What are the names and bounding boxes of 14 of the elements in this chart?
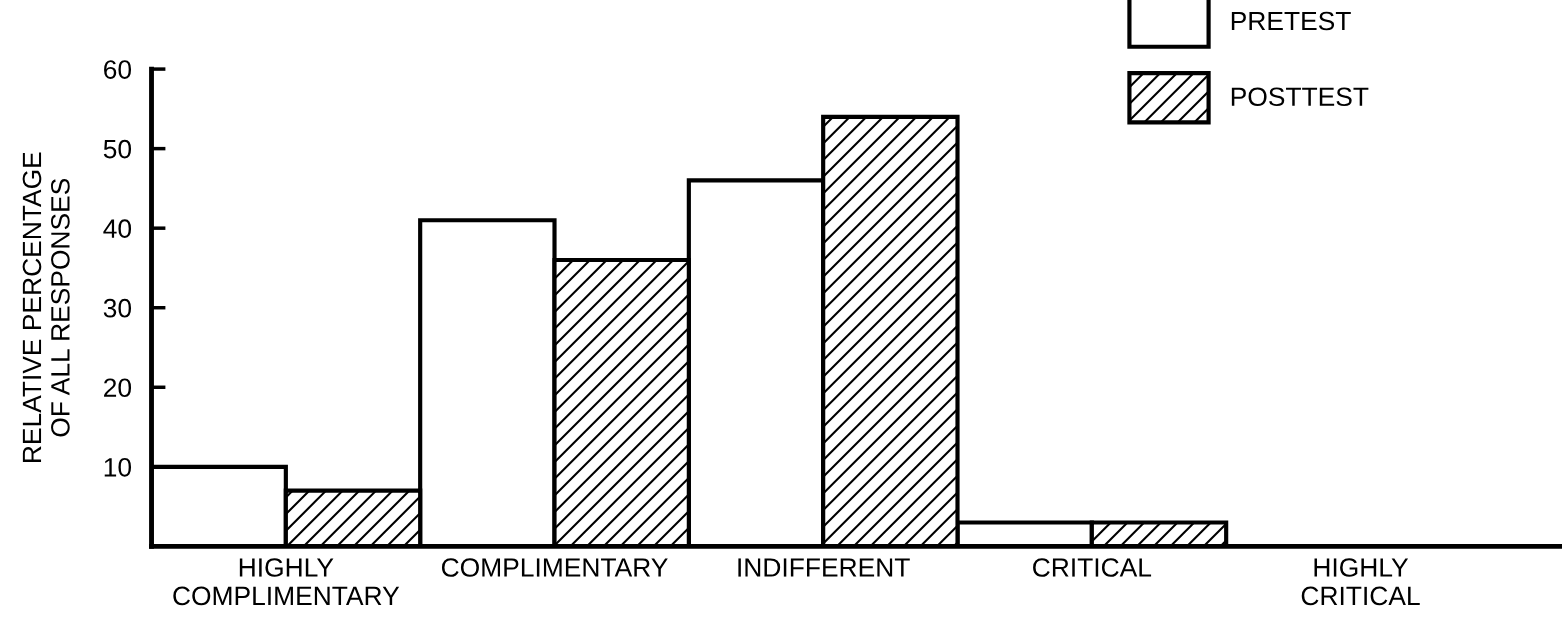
x-tick-label: CRITICAL (1033, 558, 1152, 577)
x-tick-label: HIGHLY CRITICAL (1301, 558, 1420, 606)
y-tick-label: 10 (104, 457, 132, 477)
y-tick-label: 30 (103, 298, 132, 318)
legend-label: PRETEST (1231, 11, 1351, 31)
x-tick-label: HIGHLY COMPLIMENTARY (173, 558, 400, 606)
y-tick-label: 40 (103, 219, 132, 238)
y-tick-label: 60 (104, 60, 132, 79)
x-tick-label: INDIFFERENT (738, 558, 910, 577)
x-tick-label: COMPLIMENTARY (441, 558, 668, 577)
legend-label: POSTTEST (1231, 87, 1369, 107)
y-tick-label: 50 (103, 139, 132, 159)
y-axis-title: RELATIVE PERCENTAGE OF ALL RESPONSES (22, 152, 70, 462)
y-tick-label: 20 (104, 378, 132, 398)
